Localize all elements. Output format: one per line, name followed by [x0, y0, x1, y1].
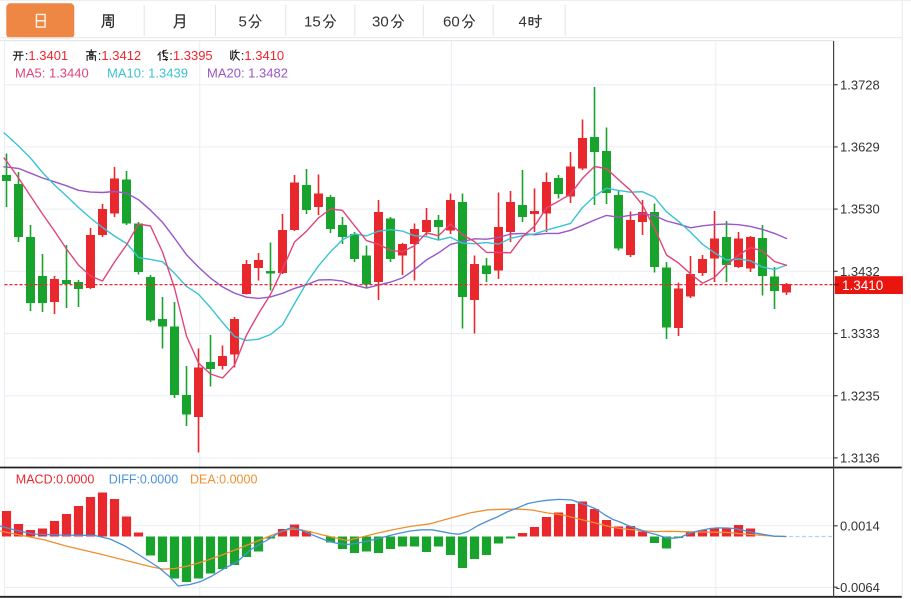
svg-text:1.3412: 1.3412: [101, 48, 141, 63]
svg-text:1.3136: 1.3136: [840, 451, 880, 466]
svg-text:60: 60: [443, 14, 460, 31]
svg-text:1.3410: 1.3410: [842, 278, 883, 293]
svg-text:MA5: 1.3440: MA5: 1.3440: [15, 65, 89, 80]
svg-text:1.3410: 1.3410: [244, 48, 284, 63]
svg-text::: :: [98, 48, 102, 63]
svg-text:1.3235: 1.3235: [840, 388, 880, 403]
svg-text::: :: [25, 48, 29, 63]
svg-text:1.3401: 1.3401: [28, 48, 68, 63]
svg-text:30: 30: [372, 14, 389, 31]
svg-text:1.3333: 1.3333: [840, 326, 880, 341]
svg-text:1.3395: 1.3395: [173, 48, 213, 63]
svg-text:0.0014: 0.0014: [840, 518, 880, 533]
svg-text::: :: [169, 48, 173, 63]
svg-text:1.3432: 1.3432: [840, 264, 880, 279]
svg-text:MA20: 1.3482: MA20: 1.3482: [207, 65, 288, 80]
svg-text:MACD:0.0000: MACD:0.0000: [16, 473, 95, 487]
svg-text:1.3629: 1.3629: [840, 140, 880, 155]
svg-text:4: 4: [519, 14, 527, 31]
svg-text:15: 15: [304, 14, 321, 31]
svg-text:DEA:0.0000: DEA:0.0000: [190, 473, 257, 487]
svg-text:-0.0064: -0.0064: [836, 580, 880, 595]
svg-text:DIFF:0.0000: DIFF:0.0000: [109, 473, 179, 487]
svg-text::: :: [241, 48, 245, 63]
svg-text:1.3728: 1.3728: [840, 77, 880, 92]
svg-text:MA10: 1.3439: MA10: 1.3439: [107, 65, 188, 80]
svg-text:1.3530: 1.3530: [840, 202, 880, 217]
svg-text:5: 5: [239, 14, 247, 31]
